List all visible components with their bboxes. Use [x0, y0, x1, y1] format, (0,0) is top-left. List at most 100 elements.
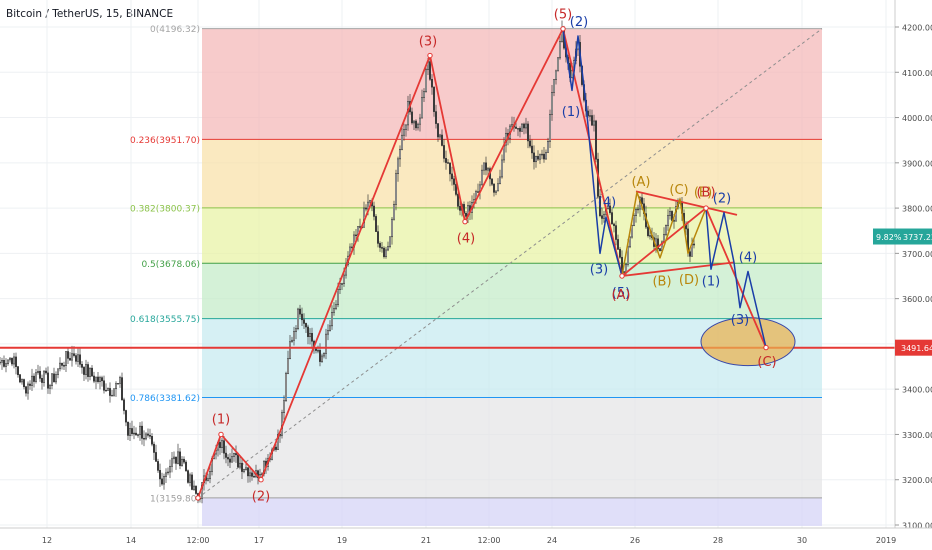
price-candles: [0, 20, 695, 504]
candle-body: [60, 362, 63, 366]
candle-body: [388, 236, 391, 247]
candle-body: [24, 386, 27, 394]
candle-body: [616, 239, 619, 250]
candle-body: [624, 264, 627, 273]
candle-body: [540, 153, 543, 156]
price-tick-label-2: 3300.00: [902, 431, 932, 440]
candle-body: [141, 425, 144, 439]
candle-body: [542, 153, 545, 160]
candle-body: [400, 134, 403, 150]
candle-body: [7, 359, 10, 364]
candle-body: [187, 470, 190, 483]
candle-body: [167, 471, 170, 474]
candle-body: [20, 379, 23, 383]
candle-body: [173, 456, 176, 460]
candle-body: [9, 357, 12, 361]
wave-label-18: (1): [702, 275, 720, 290]
candle-body: [552, 79, 555, 93]
wave-label-13: (C): [669, 183, 688, 198]
candle-body: [490, 178, 493, 185]
candle-body: [34, 372, 37, 382]
candle-body: [666, 215, 669, 226]
candle-body: [2, 360, 5, 367]
fib-level-label-0.786: 0.786(3381.62): [130, 394, 200, 404]
candle-body: [534, 156, 537, 163]
candle-body: [137, 434, 140, 436]
candle-body: [209, 471, 212, 480]
candle-body: [129, 428, 132, 436]
wave-line-3: [562, 28, 623, 277]
price-tick-label-3: 3400.00: [902, 386, 932, 395]
candle-body: [87, 364, 90, 377]
candle-body: [306, 326, 309, 337]
candle-body: [318, 350, 321, 362]
candle-body: [294, 328, 297, 332]
candle-body: [416, 123, 419, 129]
wave-pivot-1: [218, 431, 224, 438]
candle-body: [376, 231, 379, 244]
candle-body: [334, 304, 337, 309]
candle-body: [48, 385, 51, 389]
candle-body: [658, 248, 661, 251]
candle-body: [324, 333, 327, 354]
candle-body: [36, 370, 39, 374]
candle-body: [133, 432, 136, 435]
candle-body: [446, 162, 449, 164]
candle-body: [107, 388, 110, 391]
candle-body: [81, 364, 84, 368]
candle-body: [193, 485, 196, 490]
wave-label-0: (1): [212, 413, 230, 428]
candle-body: [496, 183, 499, 192]
candle-body: [147, 433, 150, 436]
candle-body: [494, 190, 497, 193]
candle-body: [442, 145, 445, 159]
support-price-tag: [895, 339, 932, 356]
candle-body: [480, 169, 483, 186]
candle-body: [62, 365, 65, 367]
candle-body: [692, 243, 695, 246]
wave-pivot-7: [703, 205, 709, 211]
candle-body: [44, 370, 47, 374]
fib-level-label-1: 1(3159.80): [150, 494, 200, 504]
wave-label-8: (3): [590, 262, 608, 277]
candle-body: [322, 353, 325, 357]
wave-label-16: (B): [696, 185, 715, 200]
candle-body: [189, 474, 192, 483]
candle-body: [668, 211, 671, 216]
time-tick-label-9: 28: [713, 536, 723, 545]
fib-level-label-0.5: 0.5(3678.06): [141, 260, 200, 270]
candle-body: [243, 469, 246, 472]
candle-body: [606, 205, 609, 209]
candle-body: [482, 162, 485, 171]
candle-body: [0, 361, 1, 364]
candle-body: [181, 458, 184, 466]
candle-body: [296, 308, 299, 329]
price-tick-label-6: 3700.00: [902, 250, 932, 259]
time-tick-label-0: 12: [42, 536, 52, 545]
candle-body: [544, 152, 547, 160]
candle-body: [151, 435, 154, 445]
candle-body: [554, 70, 557, 80]
candle-body: [430, 79, 433, 88]
candle-body: [414, 120, 417, 129]
candle-body: [626, 246, 629, 265]
wave-label-7: (4): [598, 195, 616, 210]
candle-body: [127, 421, 130, 436]
candle-body: [219, 442, 222, 448]
candle-body: [69, 358, 72, 361]
candle-body: [386, 246, 389, 251]
support-price-value: 3491.64: [901, 344, 932, 353]
candle-body: [247, 467, 250, 477]
candle-body: [111, 394, 114, 397]
candle-body: [590, 115, 593, 126]
candle-body: [538, 154, 541, 160]
candle-body: [434, 111, 437, 124]
candle-body: [326, 330, 329, 335]
candle-body: [382, 247, 385, 257]
candle-body: [454, 184, 457, 195]
candle-body: [510, 124, 513, 127]
candle-body: [598, 196, 601, 216]
candle-body: [115, 383, 118, 390]
wave-label-4: (5): [554, 7, 572, 22]
candle-body: [77, 354, 80, 362]
